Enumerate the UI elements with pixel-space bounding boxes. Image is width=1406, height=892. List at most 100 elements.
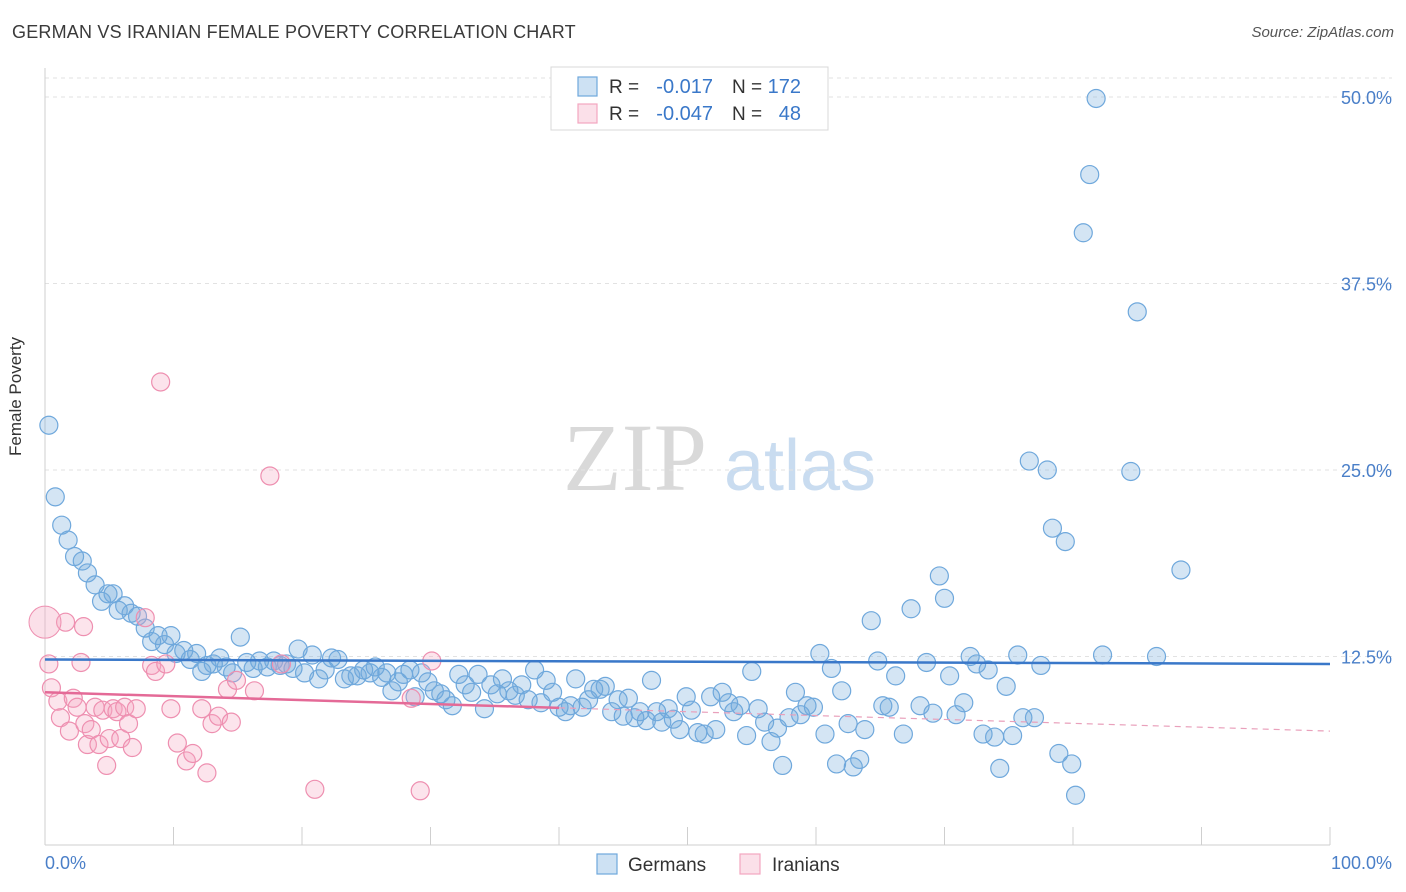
y-tick-label: 12.5% <box>1341 648 1392 668</box>
iranian-point <box>59 721 80 741</box>
x-tick-label: 100.0% <box>1331 853 1392 873</box>
german-point <box>77 563 98 583</box>
y-tick-label: 25.0% <box>1341 461 1392 481</box>
german-point <box>996 676 1016 696</box>
german-point <box>1003 725 1023 746</box>
iranian-trend-line <box>44 691 560 710</box>
german-point <box>45 487 65 507</box>
bottom-legend-label: Germans <box>628 855 706 876</box>
german-point <box>72 551 92 571</box>
chart-title: GERMAN VS IRANIAN FEMALE POVERTY CORRELA… <box>12 22 576 42</box>
german-point <box>985 727 1005 747</box>
y-tick-label: 50.0% <box>1341 88 1392 108</box>
iranian-point <box>145 661 166 682</box>
legend-r-value: -0.017 <box>656 76 713 98</box>
german-point <box>1080 164 1100 185</box>
german-point <box>832 681 852 701</box>
german-point <box>584 679 604 699</box>
german-point <box>590 679 610 699</box>
legend-r-label: R = <box>609 104 639 125</box>
german-point <box>843 757 863 777</box>
iranian-point <box>183 743 203 764</box>
german-point <box>321 648 342 668</box>
german-point <box>797 696 817 716</box>
legend-r-label: R = <box>609 77 639 98</box>
german-point <box>192 661 212 682</box>
german-point <box>1013 708 1033 728</box>
german-point <box>663 709 683 729</box>
german-point <box>1008 645 1028 665</box>
german-point <box>1171 560 1191 580</box>
german-point <box>779 708 799 728</box>
german-point <box>973 724 993 744</box>
german-point <box>954 693 974 713</box>
german-point <box>978 660 998 680</box>
german-point <box>474 699 495 719</box>
german-point <box>873 696 893 716</box>
watermark-zip: ZIP <box>563 404 707 511</box>
german-point <box>772 755 793 776</box>
german-point <box>468 664 488 685</box>
german-point <box>1042 518 1063 538</box>
german-point <box>618 688 638 708</box>
bottom-legend-swatch <box>739 853 761 875</box>
iranian-point <box>122 737 142 758</box>
bottom-legend-swatch <box>596 853 618 875</box>
german-point <box>127 606 148 626</box>
german-point <box>694 724 714 744</box>
german-point <box>701 687 721 707</box>
german-point <box>492 669 513 689</box>
iranian-point <box>260 466 280 486</box>
iranian-point <box>271 654 292 674</box>
iranian-point <box>71 652 91 673</box>
iranian-point <box>167 733 187 753</box>
iranian-point <box>410 781 430 801</box>
german-point <box>737 725 757 746</box>
german-point <box>365 657 385 677</box>
german-point <box>855 720 875 740</box>
german-point <box>923 703 943 723</box>
german-point <box>58 530 78 550</box>
german-point <box>1049 743 1069 764</box>
german-point <box>934 588 955 608</box>
iranian-point <box>93 700 113 720</box>
german-point <box>821 658 842 679</box>
german-point <box>91 591 112 611</box>
german-point <box>1065 785 1086 805</box>
german-point <box>449 664 469 685</box>
german-point <box>826 754 847 774</box>
german-point <box>625 708 645 728</box>
iranian-point <box>202 714 222 734</box>
german-point <box>670 720 690 740</box>
german-point <box>462 682 482 702</box>
german-point <box>288 639 308 659</box>
german-point <box>431 684 451 704</box>
y-tick-label: 37.5% <box>1341 275 1392 295</box>
german-point <box>815 724 835 744</box>
watermark-atlas: atlas <box>724 426 876 506</box>
iranian-point <box>81 720 101 740</box>
german-point <box>294 663 315 683</box>
iranian-point <box>89 734 109 755</box>
legend-n-label: N = <box>732 77 762 98</box>
source-label: Source: ZipAtlas.com <box>1251 24 1394 41</box>
iranian-point <box>99 728 119 749</box>
german-point <box>98 584 118 604</box>
iranian-trend-line-extension <box>558 707 1331 732</box>
german-point <box>838 714 858 734</box>
german-point <box>810 643 830 664</box>
german-point <box>712 682 732 702</box>
iranian-point <box>176 751 196 771</box>
german-point <box>901 599 921 619</box>
iranian-point <box>151 372 171 392</box>
german-point <box>602 702 622 722</box>
german-point <box>990 758 1010 779</box>
iranian-point-large <box>28 605 62 639</box>
german-point <box>505 685 525 705</box>
german-point <box>360 663 380 683</box>
legend-swatch <box>577 76 598 97</box>
german-point <box>850 749 870 770</box>
iranian-point <box>50 708 71 728</box>
iranian-point <box>197 763 217 783</box>
german-point <box>1092 645 1113 665</box>
